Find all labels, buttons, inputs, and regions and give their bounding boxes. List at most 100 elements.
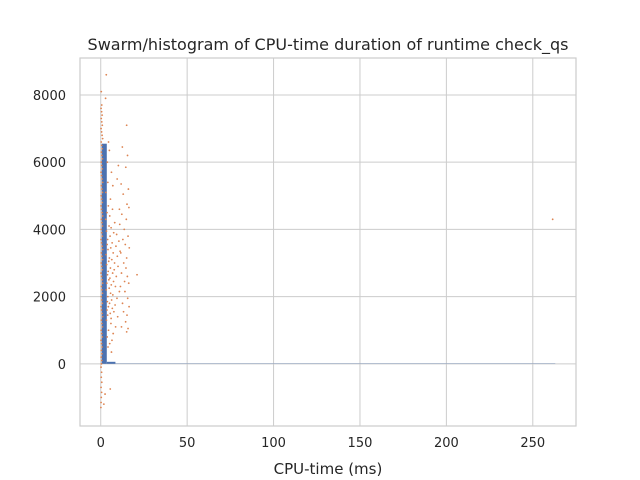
swarm-point bbox=[106, 336, 109, 338]
swarm-point bbox=[101, 134, 104, 137]
swarm-point bbox=[100, 362, 103, 365]
swarm-point bbox=[125, 257, 128, 259]
swarm-point bbox=[124, 243, 127, 246]
swarm-point bbox=[100, 401, 102, 404]
swarm-point bbox=[109, 235, 111, 238]
swarm-point bbox=[105, 191, 107, 194]
swarm-point bbox=[119, 252, 122, 254]
swarm-point bbox=[101, 292, 104, 295]
swarm-point bbox=[106, 161, 109, 164]
swarm-point bbox=[113, 268, 116, 271]
swarm-point bbox=[105, 263, 108, 266]
swarm-point bbox=[113, 221, 116, 224]
swarm-point bbox=[110, 299, 113, 301]
swarm-point bbox=[107, 329, 110, 332]
swarm-point bbox=[101, 147, 104, 150]
histogram-bar bbox=[115, 363, 551, 364]
swarm-point bbox=[136, 273, 138, 276]
swarm-point bbox=[111, 339, 113, 342]
swarm-point bbox=[123, 228, 126, 231]
y-tick-label: 6000 bbox=[33, 156, 66, 171]
swarm-point bbox=[121, 238, 124, 241]
swarm-point bbox=[101, 312, 104, 315]
swarm-point bbox=[116, 315, 119, 318]
swarm-point bbox=[100, 349, 103, 352]
swarm-point bbox=[101, 288, 103, 291]
plot-frame bbox=[79, 57, 577, 427]
swarm-point bbox=[100, 184, 103, 187]
x-tick-label: 0 bbox=[97, 436, 105, 451]
swarm-point bbox=[100, 198, 103, 201]
swarm-point bbox=[101, 235, 104, 238]
swarm-point bbox=[128, 246, 131, 249]
swarm-point bbox=[101, 154, 103, 157]
swarm-point bbox=[115, 245, 117, 248]
swarm-point bbox=[106, 273, 109, 276]
swarm-point bbox=[107, 305, 110, 308]
swarm-point bbox=[100, 262, 103, 264]
swarm-point bbox=[110, 317, 113, 320]
swarm-point bbox=[112, 231, 115, 234]
swarm-point bbox=[109, 267, 112, 269]
swarm-point bbox=[118, 208, 121, 211]
swarm-point bbox=[118, 223, 121, 226]
swarm-point bbox=[115, 233, 118, 236]
grid bbox=[80, 58, 576, 426]
swarm-point bbox=[100, 228, 103, 231]
swarm-point bbox=[111, 208, 114, 211]
swarm-point bbox=[101, 255, 103, 258]
swarm-point bbox=[101, 178, 104, 180]
swarm-point bbox=[101, 188, 103, 190]
swarm-point bbox=[112, 252, 115, 254]
swarm-point bbox=[100, 241, 103, 244]
swarm-point bbox=[105, 230, 108, 232]
swarm-point bbox=[123, 280, 126, 283]
swarm-point bbox=[102, 403, 105, 406]
swarm-point bbox=[106, 300, 109, 303]
swarm-point bbox=[100, 90, 103, 93]
swarm-point bbox=[100, 285, 103, 288]
swarm-point bbox=[122, 310, 125, 313]
swarm-point bbox=[100, 110, 103, 113]
swarm-point bbox=[100, 131, 103, 133]
swarm-point bbox=[100, 359, 103, 362]
swarm-point bbox=[125, 124, 128, 127]
swarm-point bbox=[106, 211, 108, 214]
swarm-point bbox=[100, 174, 103, 177]
swarm-point bbox=[101, 315, 104, 318]
swarm-point bbox=[106, 238, 109, 241]
swarm-point bbox=[100, 171, 102, 174]
swarm-point bbox=[120, 272, 123, 274]
histogram-bars bbox=[101, 143, 556, 364]
swarm-point bbox=[116, 178, 119, 180]
swarm-point bbox=[100, 151, 103, 154]
swarm-point bbox=[100, 299, 103, 301]
swarm-point bbox=[105, 253, 107, 256]
x-axis-label: CPU-time (ms) bbox=[274, 460, 383, 478]
swarm-point bbox=[101, 258, 104, 261]
swarm-point bbox=[110, 322, 112, 325]
swarm-point bbox=[126, 275, 129, 278]
swarm-point bbox=[128, 206, 130, 209]
swarm-point bbox=[126, 203, 128, 206]
swarm-point bbox=[100, 376, 103, 379]
swarm-point bbox=[101, 278, 104, 281]
swarm-point bbox=[105, 282, 108, 285]
y-tick-label: 2000 bbox=[33, 291, 66, 306]
swarm-point bbox=[100, 265, 103, 268]
swarm-point bbox=[110, 226, 113, 229]
swarm-point bbox=[100, 381, 103, 384]
swarm-point bbox=[117, 240, 120, 243]
swarm-point bbox=[100, 342, 103, 345]
swarm-point bbox=[100, 218, 103, 221]
swarm-point bbox=[100, 332, 103, 335]
swarm-point bbox=[100, 366, 102, 369]
swarm-point bbox=[100, 371, 103, 374]
swarm-point bbox=[101, 191, 104, 194]
swarm-point bbox=[116, 297, 118, 300]
chart-title: Swarm/histogram of CPU-time duration of … bbox=[88, 35, 569, 55]
swarm-point bbox=[109, 246, 112, 249]
swarm-point bbox=[101, 245, 104, 248]
swarm-point bbox=[100, 127, 102, 130]
